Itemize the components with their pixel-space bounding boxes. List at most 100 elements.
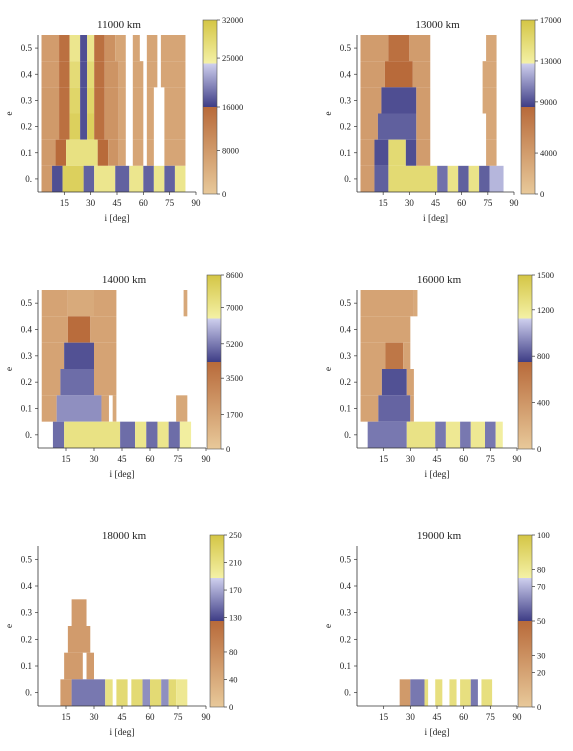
x-tick-label: 60 (139, 198, 149, 208)
heatmap-cell (157, 421, 169, 448)
x-tick-label: 60 (146, 712, 156, 722)
heatmap-cell (101, 395, 109, 422)
y-tick-label: 0.4 (21, 325, 33, 335)
heatmap-cell (360, 113, 378, 140)
colorbar-tick-label: 40 (229, 674, 238, 684)
heatmap-cell (482, 87, 497, 114)
colorbar-tick-label: 800 (537, 351, 550, 361)
x-tick-label: 30 (90, 454, 100, 464)
heatmap-cell (52, 421, 65, 448)
y-tick-label: 0.3 (21, 95, 33, 105)
colorbar-tick-label: 0 (229, 702, 233, 712)
x-tick-label: 60 (146, 454, 156, 464)
heatmap-cell (360, 61, 385, 88)
heatmap-cell (377, 113, 417, 140)
x-tick-label: 75 (483, 198, 493, 208)
colorbar (517, 274, 533, 450)
heatmap-cell (176, 679, 188, 706)
y-axis-title: e (324, 367, 334, 371)
heatmap-cell (56, 395, 102, 422)
heatmap-cell (367, 421, 407, 448)
heatmap-cell (118, 61, 126, 88)
heatmap-cell (69, 113, 81, 140)
colorbar-tick-label: 3500 (226, 373, 243, 383)
heatmap-cell (485, 421, 496, 448)
heatmap-cell (59, 113, 70, 140)
heatmap-cell (160, 35, 186, 62)
x-tick-label: 90 (202, 712, 212, 722)
heatmap-cell (486, 113, 497, 140)
colorbar-tick-label: 400 (537, 398, 550, 408)
heatmap-cell (104, 113, 119, 140)
y-tick-label: 0.1 (21, 404, 32, 414)
heatmap-cell (87, 61, 95, 88)
heatmap-cell (118, 113, 126, 140)
heatmap-cell (94, 61, 105, 88)
heatmap-cell (437, 165, 448, 192)
heatmap-cell (80, 113, 88, 140)
heatmap-cell (59, 35, 70, 62)
heatmap-cell (385, 342, 404, 369)
y-tick-label: 0.5 (21, 298, 33, 308)
x-tick-label: 90 (192, 198, 202, 208)
y-tick-label: 0.2 (340, 377, 351, 387)
heatmap-cell (360, 316, 411, 343)
x-axis-title: i [deg] (109, 470, 134, 480)
heatmap-cell (164, 113, 186, 140)
heatmap-cell (360, 139, 375, 166)
heatmap-cell (132, 113, 144, 140)
x-tick-label: 45 (433, 712, 443, 722)
y-tick-label: 0.4 (340, 325, 352, 335)
x-tick-label: 45 (431, 198, 441, 208)
heatmap-cell (146, 35, 158, 62)
x-tick-label: 15 (379, 198, 389, 208)
heatmap-cell (412, 61, 431, 88)
y-tick-label: 0.5 (21, 554, 33, 564)
y-tick-label: 0.3 (340, 608, 352, 618)
heatmap-cell (374, 165, 389, 192)
colorbar (517, 534, 533, 708)
heatmap-cell (112, 395, 117, 422)
heatmap-cell (41, 139, 56, 166)
colorbar-tick-label: 30 (537, 650, 546, 660)
y-axis-title: e (5, 624, 15, 628)
heatmap-cell (132, 61, 144, 88)
heatmap-cell (168, 679, 177, 706)
y-tick-label: 0.5 (340, 43, 352, 53)
heatmap-cell (479, 165, 490, 192)
heatmap-cell (80, 61, 88, 88)
heatmap-cell (384, 61, 413, 88)
y-tick-label: 0.1 (340, 404, 351, 414)
heatmap-cell (142, 679, 150, 706)
heatmap-cell (115, 35, 126, 62)
heatmap-cell (164, 139, 186, 166)
heatmap-cell (132, 35, 140, 62)
y-tick-label: 0.4 (340, 581, 352, 591)
chart-title: 16000 km (417, 274, 462, 286)
x-tick-label: 30 (90, 712, 100, 722)
heatmap-cell (104, 61, 119, 88)
heatmap-cell (403, 342, 411, 369)
y-tick-label: 0.2 (21, 634, 32, 644)
x-axis-title: i [deg] (424, 470, 449, 480)
heatmap-cell (71, 679, 106, 706)
y-tick-label: 0. (25, 174, 32, 184)
colorbar-tick-label: 20 (537, 668, 546, 678)
heatmap-cell (59, 87, 70, 114)
x-tick-label: 45 (118, 454, 128, 464)
colorbar (520, 19, 536, 195)
heatmap-cell (360, 165, 375, 192)
y-tick-label: 0.1 (21, 148, 32, 158)
heatmap-cell (183, 290, 188, 317)
heatmap-cell (399, 679, 411, 706)
colorbar (206, 274, 222, 450)
heatmap-cell (94, 87, 105, 114)
heatmap-cell (146, 421, 158, 448)
heatmap-cell (69, 87, 81, 114)
heatmap-cell (176, 395, 188, 422)
colorbar-tick-label: 0 (540, 189, 544, 199)
heatmap-cell (67, 316, 91, 343)
heatmap-cell (447, 165, 459, 192)
chart-panel: 15 30 45 60 75 90 0. 0.1 0.2 0.3 0.4 0.5 11000 km i [… (5, 15, 243, 224)
heatmap-cell (360, 35, 389, 62)
